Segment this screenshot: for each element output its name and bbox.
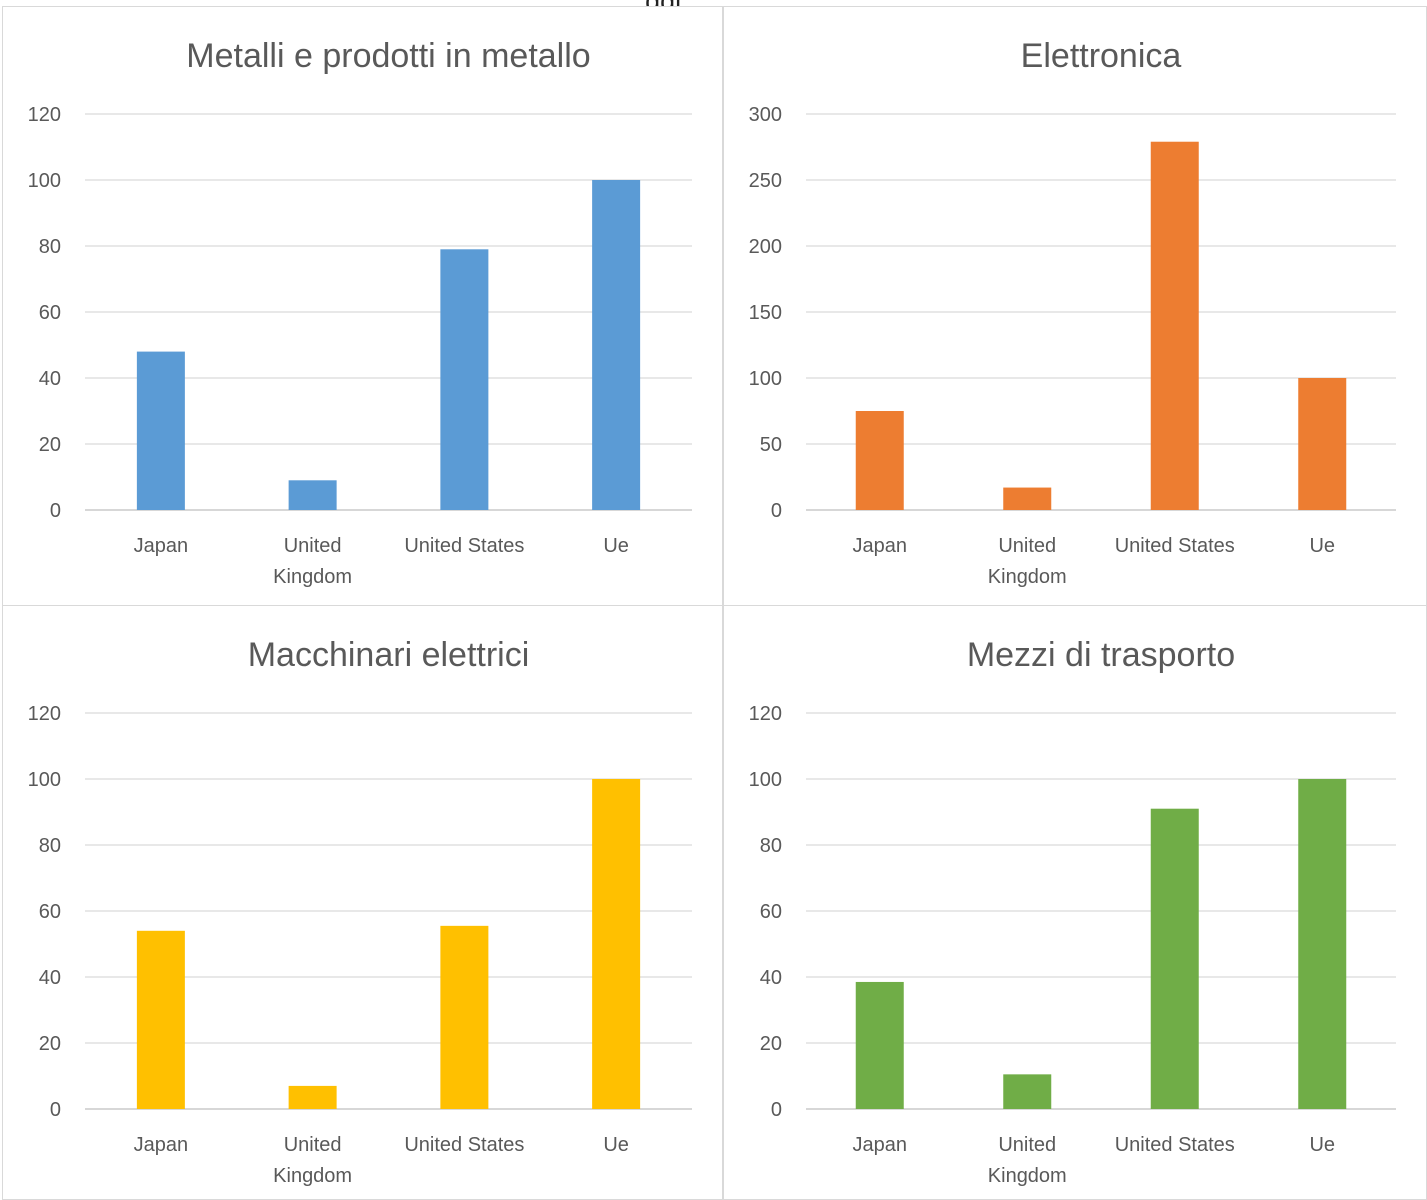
x-tick-label: Japan bbox=[134, 535, 189, 557]
x-tick-label: United bbox=[284, 535, 342, 557]
x-tick-label: United States bbox=[1115, 1134, 1235, 1156]
bar-japan bbox=[855, 981, 904, 1109]
chart-svg-macchinari: Macchinari elettrici 0 20 40 60 80 100 120 Japan… bbox=[28, 636, 692, 1187]
y-tick-label: 80 bbox=[760, 835, 782, 857]
y-tick-label: 80 bbox=[39, 835, 61, 857]
chart-title: Metalli e prodotti in metallo bbox=[186, 37, 590, 75]
chart-svg-mezzi: Mezzi di trasporto 0 20 40 60 80 100 120 Japan Un… bbox=[749, 636, 1396, 1187]
x-tick-label: Kingdom bbox=[273, 1165, 352, 1187]
x-tick-label: Ue bbox=[603, 1134, 629, 1156]
bar-japan bbox=[855, 411, 904, 510]
y-tick-label: 40 bbox=[39, 967, 61, 989]
x-tick-label: United States bbox=[404, 535, 524, 557]
x-tick-label: Ue bbox=[1309, 1134, 1335, 1156]
x-tick-label: Japan bbox=[134, 1134, 189, 1156]
bar-united-kingdom bbox=[1003, 1074, 1052, 1109]
y-tick-label: 20 bbox=[760, 1033, 782, 1055]
x-tick-label: Ue bbox=[1309, 535, 1335, 557]
x-tick-label: Japan bbox=[853, 535, 908, 557]
y-tick-label: 150 bbox=[749, 302, 782, 324]
y-tick-label: 100 bbox=[749, 368, 782, 390]
chart-panel-mezzi: Mezzi di trasporto 0 20 40 60 80 100 120 Japan Un… bbox=[723, 605, 1427, 1200]
x-tick-label: United States bbox=[1115, 535, 1235, 557]
x-tick-label: United States bbox=[404, 1134, 524, 1156]
bar-ue bbox=[592, 779, 641, 1109]
y-tick-label: 100 bbox=[749, 769, 782, 791]
y-tick-label: 0 bbox=[771, 500, 782, 522]
x-tick-label: Kingdom bbox=[988, 566, 1067, 588]
y-tick-label: 60 bbox=[760, 901, 782, 923]
chart-panel-elettronica: Elettronica 0 50 100 150 200 250 300 Japan United… bbox=[723, 6, 1427, 606]
bar-united-kingdom bbox=[288, 1085, 337, 1109]
bar-united-states bbox=[440, 249, 489, 511]
y-tick-label: 120 bbox=[749, 703, 782, 725]
x-tick-label: Ue bbox=[603, 535, 629, 557]
y-tick-label: 120 bbox=[28, 104, 61, 126]
y-tick-label: 0 bbox=[50, 500, 61, 522]
bar-united-states bbox=[440, 925, 489, 1109]
y-tick-label: 60 bbox=[39, 302, 61, 324]
bar-united-states bbox=[1150, 141, 1199, 510]
y-tick-label: 100 bbox=[28, 170, 61, 192]
y-tick-label: 80 bbox=[39, 236, 61, 258]
x-tick-label: United bbox=[284, 1134, 342, 1156]
y-tick-label: 20 bbox=[39, 1033, 61, 1055]
y-tick-label: 100 bbox=[28, 769, 61, 791]
y-tick-label: 200 bbox=[749, 236, 782, 258]
y-tick-label: 50 bbox=[760, 434, 782, 456]
y-tick-label: 40 bbox=[39, 368, 61, 390]
y-tick-label: 0 bbox=[50, 1099, 61, 1121]
bar-united-kingdom bbox=[1003, 487, 1052, 510]
bar-united-kingdom bbox=[288, 480, 337, 510]
y-tick-label: 120 bbox=[28, 703, 61, 725]
bar-united-states bbox=[1150, 808, 1199, 1109]
bar-ue bbox=[1298, 779, 1347, 1109]
x-tick-label: Kingdom bbox=[273, 566, 352, 588]
x-tick-label: United bbox=[998, 535, 1056, 557]
chart-panel-macchinari: Macchinari elettrici 0 20 40 60 80 100 120 Japan… bbox=[2, 605, 723, 1200]
bar-japan bbox=[136, 351, 185, 510]
y-tick-label: 0 bbox=[771, 1099, 782, 1121]
x-tick-label: United bbox=[998, 1134, 1056, 1156]
bar-ue bbox=[1298, 378, 1347, 510]
chart-title: Elettronica bbox=[1021, 37, 1182, 75]
y-tick-label: 40 bbox=[760, 967, 782, 989]
bar-ue bbox=[592, 180, 641, 510]
chart-panel-metalli: Metalli e prodotti in metallo 0 20 40 60 80 10… bbox=[2, 6, 723, 606]
y-tick-label: 250 bbox=[749, 170, 782, 192]
chart-title: Macchinari elettrici bbox=[248, 636, 530, 674]
chart-title: Mezzi di trasporto bbox=[967, 636, 1235, 674]
bar-japan bbox=[136, 930, 185, 1109]
x-tick-label: Japan bbox=[853, 1134, 908, 1156]
y-tick-label: 60 bbox=[39, 901, 61, 923]
y-tick-label: 20 bbox=[39, 434, 61, 456]
x-tick-label: Kingdom bbox=[988, 1165, 1067, 1187]
chart-svg-metalli: Metalli e prodotti in metallo 0 20 40 60 80 10… bbox=[28, 37, 692, 588]
chart-svg-elettronica: Elettronica 0 50 100 150 200 250 300 Japan United… bbox=[749, 37, 1396, 588]
y-tick-label: 300 bbox=[749, 104, 782, 126]
